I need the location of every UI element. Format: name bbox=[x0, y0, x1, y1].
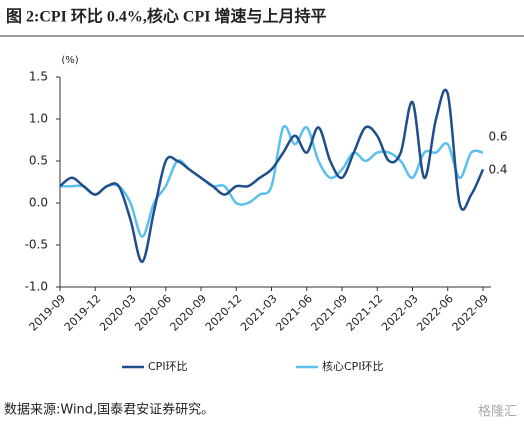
legend-label: 核心CPI环比 bbox=[322, 359, 384, 373]
y-tick-label: 0.0 bbox=[29, 196, 48, 210]
x-tick-label: 2020-09 bbox=[168, 292, 210, 334]
x-tick-label: 2021-03 bbox=[238, 292, 280, 334]
y-axis-label: (%) bbox=[61, 55, 78, 66]
watermark: 格隆汇 bbox=[478, 404, 517, 420]
legend-label: CPI环比 bbox=[148, 360, 188, 373]
series-line bbox=[59, 88, 485, 264]
x-tick-label: 2020-06 bbox=[132, 292, 174, 334]
annotation: 0.4 bbox=[488, 163, 507, 177]
x-tick-label: 2021-06 bbox=[273, 292, 315, 334]
x-tick-label: 2022-06 bbox=[414, 292, 456, 334]
y-tick-label: -0.5 bbox=[25, 238, 48, 252]
x-tick-label: 2019-12 bbox=[62, 292, 104, 334]
series-line bbox=[60, 124, 484, 238]
y-tick-label: 1.5 bbox=[29, 70, 48, 84]
x-tick-label: 2021-12 bbox=[344, 292, 386, 334]
y-tick-label: -1.0 bbox=[25, 280, 48, 294]
x-tick-label: 2022-09 bbox=[450, 292, 492, 334]
x-tick-label: 2020-03 bbox=[97, 292, 139, 334]
x-tick-label: 2021-09 bbox=[309, 292, 351, 334]
x-tick-label: 2022-03 bbox=[379, 292, 421, 334]
y-tick-label: 1.0 bbox=[29, 112, 48, 126]
source-note: 数据来源:Wind,国泰君安证券研究。 bbox=[4, 402, 214, 418]
x-tick-label: 2019-09 bbox=[27, 292, 69, 334]
x-tick-label: 2020-12 bbox=[203, 292, 245, 334]
y-tick-label: 0.5 bbox=[29, 154, 48, 168]
annotation: 0.6 bbox=[488, 130, 507, 144]
chart-title: 图 2:CPI 环比 0.4%,核心 CPI 增速与上月持平 bbox=[6, 7, 326, 26]
